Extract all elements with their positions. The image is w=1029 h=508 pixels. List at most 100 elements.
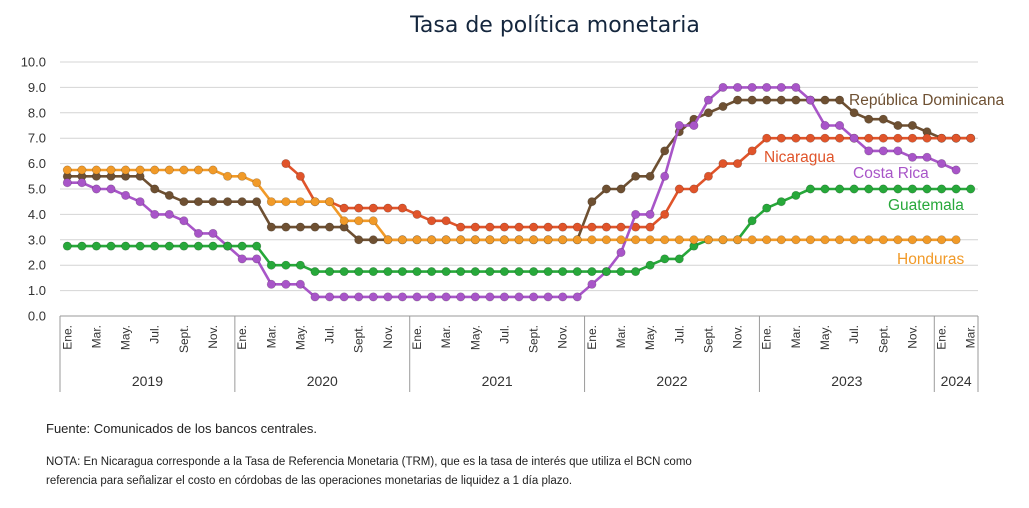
data-point-guatemala [835,184,845,194]
data-point-honduras [660,235,670,245]
data-point-costa-rica [281,279,291,289]
data-point-costa-rica [354,292,364,302]
data-point-guatemala [150,241,160,251]
data-point-nicaragua [529,222,539,232]
x-tick-label: Sept. [527,325,541,353]
data-point-nicaragua [805,133,815,143]
data-point-republica-dominicana [718,102,728,112]
data-point-honduras [543,235,553,245]
year-label: 2023 [831,373,862,389]
year-label: 2022 [656,373,687,389]
data-point-honduras [441,235,451,245]
data-point-honduras [733,235,743,245]
x-tick-label: Nov. [381,325,395,349]
data-point-costa-rica [252,254,262,264]
data-point-guatemala [805,184,815,194]
data-point-republica-dominicana [281,222,291,232]
data-point-guatemala [339,267,349,277]
data-point-guatemala [631,267,641,277]
y-tick-label: 5.0 [28,182,46,197]
data-point-honduras [164,165,174,175]
data-point-guatemala [572,267,582,277]
data-point-republica-dominicana [354,235,364,245]
data-point-honduras [951,235,961,245]
year-label: 2020 [307,373,338,389]
data-point-honduras [601,235,611,245]
y-axis: 0.0 1.0 2.0 3.0 4.0 5.0 6.0 7.0 8.0 9.0 10.0 [21,55,46,324]
data-point-guatemala [776,197,786,207]
data-point-nicaragua [383,203,393,213]
data-point-nicaragua [514,222,524,232]
data-point-nicaragua [485,222,495,232]
data-point-republica-dominicana [747,95,757,105]
x-tick-label: Ene. [60,325,74,350]
data-point-republica-dominicana [164,190,174,200]
x-tick-label: May. [293,325,307,350]
data-point-republica-dominicana [762,95,772,105]
data-point-costa-rica [106,184,116,194]
y-tick-label: 7.0 [28,131,46,146]
chart-title: Tasa de política monetaria [409,13,700,38]
data-point-honduras [893,235,903,245]
data-point-honduras [805,235,815,245]
data-point-guatemala [441,267,451,277]
data-point-costa-rica [310,292,320,302]
data-point-honduras [835,235,845,245]
data-point-costa-rica [733,82,743,92]
data-point-honduras [558,235,568,245]
data-point-guatemala [660,254,670,264]
data-point-honduras [878,235,888,245]
data-point-republica-dominicana [325,222,335,232]
x-tick-label: Jul. [497,325,511,344]
data-point-guatemala [427,267,437,277]
data-point-costa-rica [572,292,582,302]
data-point-costa-rica [325,292,335,302]
data-point-costa-rica [689,121,699,131]
x-tick-label: May. [119,325,133,350]
data-point-honduras [135,165,145,175]
data-point-guatemala [951,184,961,194]
data-point-honduras [820,235,830,245]
data-point-guatemala [849,184,859,194]
data-point-costa-rica [849,133,859,143]
data-point-guatemala [106,241,116,251]
data-point-costa-rica [660,171,670,181]
data-point-republica-dominicana [907,121,917,131]
data-point-costa-rica [937,159,947,169]
data-point-republica-dominicana [266,222,276,232]
data-point-honduras [266,197,276,207]
data-point-guatemala [966,184,976,194]
data-point-guatemala [674,254,684,264]
data-point-honduras [703,235,713,245]
data-point-republica-dominicana [208,197,218,207]
data-point-nicaragua [295,171,305,181]
data-point-nicaragua [951,133,961,143]
data-point-republica-dominicana [820,95,830,105]
data-point-guatemala [383,267,393,277]
source-text: Fuente: Comunicados de los bancos centra… [46,421,317,436]
data-point-republica-dominicana [601,184,611,194]
data-point-costa-rica [266,279,276,289]
data-point-honduras [485,235,495,245]
data-point-costa-rica [587,279,597,289]
data-point-costa-rica [485,292,495,302]
data-point-honduras [237,171,247,181]
data-point-guatemala [354,267,364,277]
data-point-guatemala [864,184,874,194]
data-point-nicaragua [587,222,597,232]
data-point-republica-dominicana [660,146,670,156]
data-point-nicaragua [689,184,699,194]
data-point-honduras [762,235,772,245]
data-point-guatemala [485,267,495,277]
data-point-costa-rica [674,121,684,131]
data-point-costa-rica [383,292,393,302]
data-point-guatemala [325,267,335,277]
data-point-costa-rica [907,152,917,162]
data-point-honduras [354,216,364,226]
data-point-costa-rica [179,216,189,226]
data-point-costa-rica [951,165,961,175]
data-point-guatemala [164,241,174,251]
data-point-nicaragua [368,203,378,213]
data-point-honduras [427,235,437,245]
data-point-nicaragua [616,222,626,232]
